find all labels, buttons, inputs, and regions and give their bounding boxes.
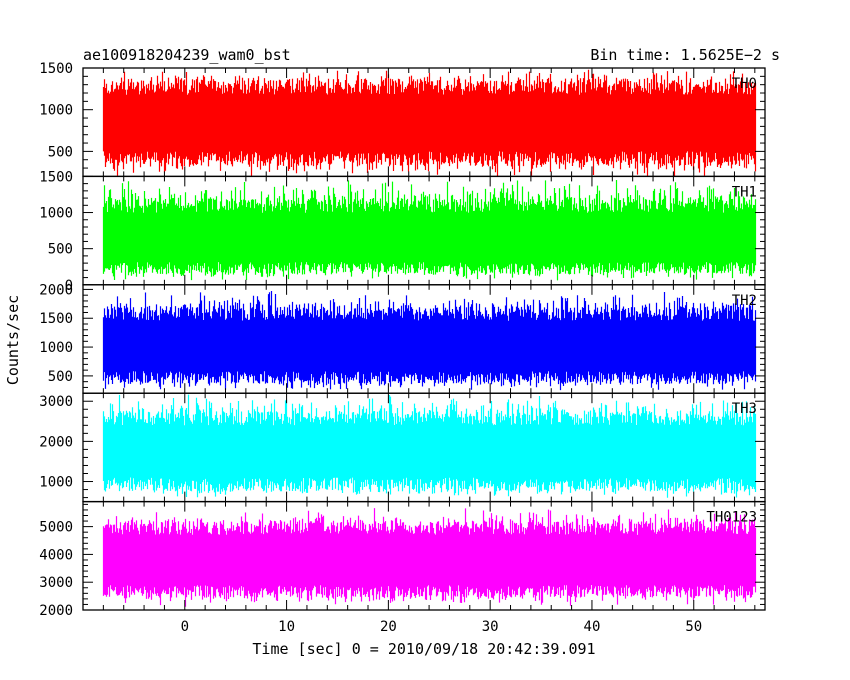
x-tick-label: 0 [181,619,189,635]
panel-label: TH0123 [706,510,757,526]
panel-label: TH2 [732,293,757,309]
y-tick-label: 3000 [39,394,73,410]
y-tick-label: 1500 [39,61,73,77]
y-tick-label: 1500 [39,169,73,185]
x-tick-label: 40 [584,619,601,635]
panel-th0123: 2000 3000 4000 5000 TH0123 [39,500,766,619]
panel-th1: 0 500 1000 1500 TH1 [39,169,766,294]
series-th2-line [102,291,757,391]
chart-title: ae100918204239_wam0_bst [83,46,291,64]
series-th0-line [102,69,757,177]
y-tick-label: 1500 [39,311,73,327]
y-tick-label: 2000 [39,603,73,619]
panel-th3: 1000 2000 3000 TH3 [39,392,766,503]
y-tick-label: 2000 [39,282,73,298]
panels-group: 500 1000 1500 TH0 0 500 1000 1500 TH1 500 1000 1500… [39,61,766,619]
panel-label: TH0 [732,76,757,92]
y-tick-label: 500 [48,144,73,160]
y-tick-label: 1000 [39,206,73,222]
panel-label: TH3 [732,401,757,417]
y-tick-label: 500 [48,242,73,258]
panel-label: TH1 [732,184,757,200]
x-tick-label: 20 [380,619,397,635]
bin-time-label: Bin time: 1.5625E−2 s [590,46,780,64]
x-axis: 0 10 20 30 40 50 [181,619,703,635]
y-tick-label: 500 [48,369,73,385]
y-tick-label: 2000 [39,434,73,450]
series-th0123-line [102,508,757,607]
panel-th0: 500 1000 1500 TH0 [39,61,766,178]
y-tick-label: 1000 [39,103,73,119]
y-tick-label: 4000 [39,547,73,563]
series-th3-line [102,394,757,498]
series-th1-line [102,180,757,281]
y-tick-label: 3000 [39,575,73,591]
y-tick-label: 0 [65,278,73,294]
panel-frame [82,500,766,611]
x-tick-label: 30 [482,619,499,635]
y-tick-label: 1000 [39,475,73,491]
x-tick-label: 50 [685,619,702,635]
x-axis-label: Time [sec] 0 = 2010/09/18 20:42:39.091 [252,640,595,658]
y-tick-label: 5000 [39,520,73,536]
panel-th2: 500 1000 1500 2000 TH2 [39,282,766,394]
x-tick-label: 10 [278,619,295,635]
y-axis-label: Counts/sec [4,295,22,385]
y-tick-label: 1000 [39,340,73,356]
